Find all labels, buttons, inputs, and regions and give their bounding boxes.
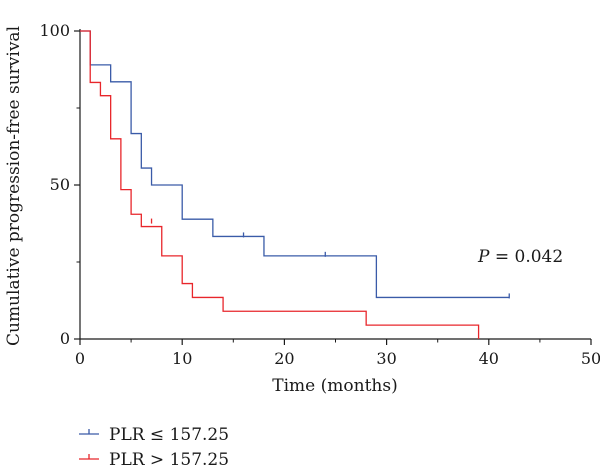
y-tick-label: 100 bbox=[39, 21, 70, 40]
x-tick-label: 10 bbox=[172, 349, 192, 368]
series-layer bbox=[80, 30, 510, 339]
series-line-1 bbox=[80, 30, 510, 299]
x-tick-label: 40 bbox=[479, 349, 499, 368]
axes: 0 10 20 30 40 50 0 50 100 bbox=[39, 21, 600, 368]
x-tick-label: 0 bbox=[75, 349, 85, 368]
y-axis-label: Cumulative progression-free survival bbox=[4, 26, 24, 346]
legend-label-2: PLR > 157.25 bbox=[109, 450, 229, 470]
x-tick-label: 30 bbox=[376, 349, 396, 368]
x-tick-label: 50 bbox=[581, 349, 600, 368]
p-value-annotation: P = 0.042 bbox=[477, 247, 563, 267]
p-value-symbol: P bbox=[477, 247, 490, 267]
x-tick-label: 20 bbox=[274, 349, 294, 368]
y-tick-label: 0 bbox=[60, 329, 70, 348]
series-line-2 bbox=[80, 30, 480, 339]
legend-label-1: PLR ≤ 157.25 bbox=[109, 425, 229, 445]
y-tick-label: 50 bbox=[50, 175, 70, 194]
x-axis-label: Time (months) bbox=[272, 376, 397, 396]
p-value-text: = 0.042 bbox=[489, 247, 563, 267]
legend: PLR ≤ 157.25 PLR > 157.25 bbox=[79, 425, 229, 470]
